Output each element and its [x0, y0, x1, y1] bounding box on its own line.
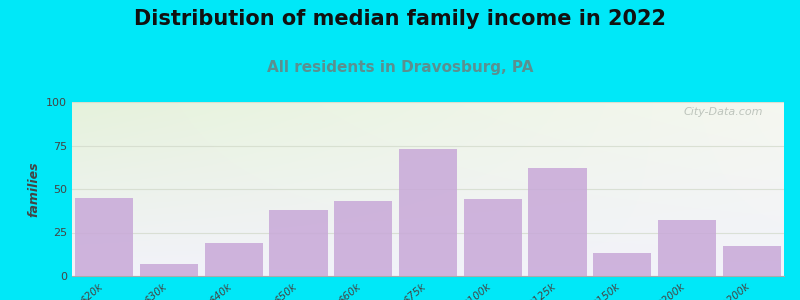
Bar — [399, 149, 457, 276]
Text: Distribution of median family income in 2022: Distribution of median family income in … — [134, 9, 666, 29]
Bar — [75, 198, 134, 276]
Bar — [464, 200, 522, 276]
Y-axis label: families: families — [27, 161, 41, 217]
Bar — [722, 246, 781, 276]
Bar — [270, 210, 328, 276]
Bar — [334, 201, 393, 276]
Bar — [528, 168, 586, 276]
Text: All residents in Dravosburg, PA: All residents in Dravosburg, PA — [267, 60, 533, 75]
Bar — [205, 243, 263, 276]
Text: City-Data.com: City-Data.com — [683, 107, 762, 117]
Bar — [140, 264, 198, 276]
Bar — [593, 254, 651, 276]
Bar — [658, 220, 716, 276]
